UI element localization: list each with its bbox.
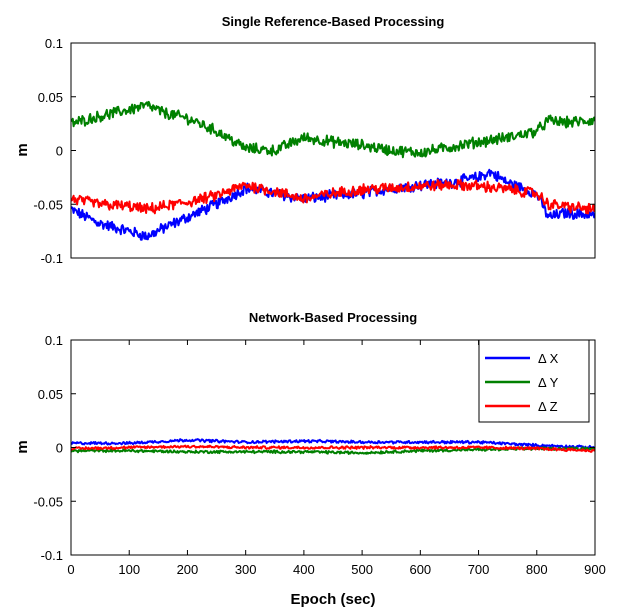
bottom-y-tick-label: -0.05	[33, 494, 63, 509]
bottom-x-tick-label: 300	[235, 562, 257, 577]
legend-label-y: Δ Y	[538, 375, 559, 390]
bottom-series-line-x	[71, 438, 595, 450]
top-series-line-y	[71, 100, 595, 159]
bottom-x-tick-label: 800	[526, 562, 548, 577]
bottom-x-tick-label: 900	[584, 562, 606, 577]
bottom-chart-panel: Network-Based Processing -0.1 -0.05 0 0.05 0…	[14, 310, 606, 608]
bottom-x-tick-label: 200	[177, 562, 199, 577]
top-y-tick-label: 0.05	[38, 90, 63, 105]
bottom-x-tick-label: 400	[293, 562, 315, 577]
bottom-plot-area: -0.1 -0.05 0 0.05 0.1 0 100 200 300 400 500 600 700 8…	[33, 333, 605, 577]
legend-label-x: Δ X	[538, 351, 559, 366]
bottom-x-axis-label: Epoch (sec)	[290, 591, 375, 608]
top-y-axis-label: m	[14, 143, 31, 156]
bottom-y-tick-label: 0.05	[38, 387, 63, 402]
top-y-tick-label: 0.1	[45, 36, 63, 51]
top-chart-title: Single Reference-Based Processing	[222, 14, 445, 29]
top-y-tick-label: -0.05	[33, 197, 63, 212]
legend-entry-y: Δ Y	[485, 375, 559, 390]
bottom-y-axis-label: m	[14, 440, 31, 453]
bottom-x-tick-label: 0	[67, 562, 74, 577]
bottom-y-tick-label: -0.1	[41, 548, 63, 563]
top-chart-panel: Single Reference-Based Processing -0.1-0…	[14, 14, 596, 266]
legend-entry-z: Δ Z	[485, 399, 558, 414]
top-plot-area: -0.1 -0.05 0 0.05 0.1	[33, 36, 596, 266]
bottom-y-tick-label: 0.1	[45, 333, 63, 348]
top-y-tick-label: -0.1	[41, 251, 63, 266]
bottom-y-tick-label: 0	[56, 441, 63, 456]
bottom-series-line-z	[71, 444, 595, 453]
legend-label-z: Δ Z	[538, 399, 558, 414]
bottom-series-line-y	[71, 446, 595, 455]
bottom-x-tick-label: 500	[351, 562, 373, 577]
bottom-x-tick-label: 600	[409, 562, 431, 577]
bottom-x-tick-label: 700	[468, 562, 490, 577]
bottom-x-tick-label: 100	[118, 562, 140, 577]
top-series-line-z	[71, 178, 595, 215]
top-y-tick-label: 0	[56, 144, 63, 159]
bottom-chart-title: Network-Based Processing	[249, 310, 417, 325]
legend-entry-x: Δ X	[485, 351, 559, 366]
bottom-chart-legend: Δ X Δ Y Δ Z	[478, 339, 590, 423]
